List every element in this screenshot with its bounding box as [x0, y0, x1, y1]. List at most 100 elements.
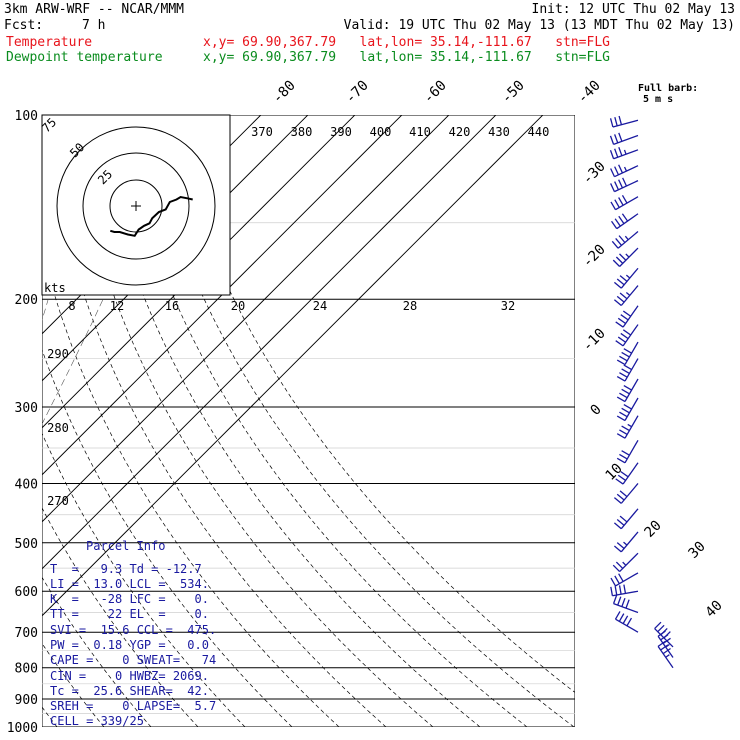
wind-barb: [612, 594, 639, 614]
wind-barb-flag: [621, 194, 628, 204]
wind-barb: [616, 378, 639, 403]
legend-temperature: Temperature: [6, 35, 93, 50]
wind-barb-flag: [623, 584, 627, 594]
wind-barb: [609, 132, 639, 145]
wind-barb-flag: [626, 617, 633, 627]
wind-barb-flag: [619, 355, 628, 362]
speed-label: 16: [165, 299, 179, 313]
wind-barb-flag: [620, 471, 629, 478]
parcel-row: Tc = 25.6 SHEAR= 42.: [50, 684, 209, 698]
wind-barb-flag: [616, 359, 626, 366]
wind-barb-staff: [622, 324, 639, 347]
wind-barb-flag: [618, 132, 623, 142]
dry-adiabat: [45, 115, 387, 727]
wind-barb-flag: [613, 299, 622, 307]
wind-barb: [614, 611, 639, 633]
wind-barb-flag: [618, 115, 623, 125]
isotherm: [42, 115, 356, 429]
hodograph-ring: [56, 126, 216, 286]
wind-barb: [612, 552, 639, 573]
wind-barb-flag: [623, 364, 632, 371]
speed-label: 20: [231, 299, 245, 313]
isotherm-label: -70: [343, 78, 372, 107]
wind-barb-flag: [616, 396, 626, 403]
wind-barb: [654, 621, 674, 648]
legend-temperature-location: x,y= 69.90,367.79 lat,lon= 35.14,-111.67…: [203, 35, 610, 50]
wind-barb-staff: [624, 439, 639, 464]
wind-barb-flag: [619, 275, 628, 282]
isotherm: [42, 115, 403, 476]
wind-barb-flag: [615, 256, 624, 264]
wind-barb: [611, 213, 639, 230]
isotherm: [42, 115, 450, 523]
wind-barb-flag: [622, 329, 632, 336]
wind-barb-flag: [623, 403, 632, 410]
wind-barb: [610, 572, 639, 587]
wind-barb-flag: [614, 116, 618, 127]
wind-barb: [609, 147, 639, 160]
wind-barb-flag: [618, 573, 624, 582]
wind-barb-flag: [612, 594, 618, 604]
wind-barb-flag: [614, 218, 621, 227]
wind-barb-flag: [616, 278, 625, 286]
wind-barb-flag: [614, 199, 620, 208]
dry-adiabat: [42, 507, 199, 727]
wind-barb-flag: [621, 213, 629, 222]
wind-barb-flag: [621, 407, 630, 414]
speed-label: 28: [403, 299, 417, 313]
theta-label: 370: [251, 125, 273, 139]
forecast-hour: 7 h: [82, 18, 106, 33]
wind-barb-flag: [614, 181, 620, 191]
dry-adiabat: [42, 432, 246, 727]
hodograph-trace: [110, 195, 193, 237]
wind-barb-flag: [611, 240, 619, 249]
wind-barb-flag: [619, 253, 627, 261]
dry-adiabat: [167, 115, 575, 693]
wind-barb-flag: [622, 615, 629, 624]
wind-barb-flag: [622, 310, 632, 317]
dry-adiabat: [142, 115, 575, 727]
hodograph-ring: [82, 152, 190, 260]
pressure-tick-label: 600: [15, 585, 38, 600]
pressure-tick-label: 800: [15, 662, 38, 677]
wind-barb-half-flag: [623, 541, 628, 546]
isotherm-label: -50: [499, 78, 528, 107]
theta-label: 270: [47, 494, 69, 508]
wind-barb: [613, 267, 639, 289]
wind-barb-flag: [614, 575, 620, 585]
parcel-row: LI = 13.0 LCL = 534.: [50, 577, 209, 591]
pressure-tick-label: 1000: [7, 721, 38, 736]
wind-barb-flag: [617, 336, 626, 343]
speed-label: 12: [110, 299, 124, 313]
wind-barb: [616, 439, 639, 464]
wind-barb-half-flag: [622, 561, 627, 566]
parcel-info-panel: Parcel Info T = 9.3 Td = -12.7 LI = 13.0…: [42, 537, 232, 728]
wind-barb-flag: [613, 522, 622, 530]
wind-barb-flag: [616, 375, 626, 382]
wind-barb: [610, 177, 639, 193]
wind-barb-flag: [616, 295, 625, 303]
speed-label: 32: [501, 299, 515, 313]
wind-barb-flag: [625, 599, 630, 609]
wind-barb: [609, 115, 639, 128]
isotherm-label: 30: [686, 539, 709, 562]
isotherm-label: -30: [580, 159, 609, 188]
wind-barbs: [609, 115, 674, 669]
pressure-tick-label: 500: [15, 537, 38, 552]
wind-barb: [613, 531, 639, 553]
parcel-row: CIN = 0 HWBZ= 2069.: [50, 669, 209, 683]
wind-barb-flag: [654, 621, 662, 630]
wind-barb-flag: [616, 519, 625, 526]
parcel-row: SVI = 15.6 CCL = 475.: [50, 623, 217, 637]
wind-barb-flag: [615, 478, 624, 485]
wind-barb: [613, 285, 639, 307]
wind-barb-flag: [610, 201, 617, 211]
wind-barb-half-flag: [623, 166, 628, 172]
wind-barb: [615, 462, 639, 485]
wind-barb-flag: [612, 259, 621, 267]
parcel-row: PW = 0.18 YGP = 0.0: [50, 638, 209, 652]
wind-barb-flag: [614, 611, 621, 620]
parcel-row: CAPE = 0 SWEAT= 74: [50, 653, 217, 667]
wind-barb-flag: [657, 624, 665, 633]
wind-barb-flag: [616, 415, 626, 422]
